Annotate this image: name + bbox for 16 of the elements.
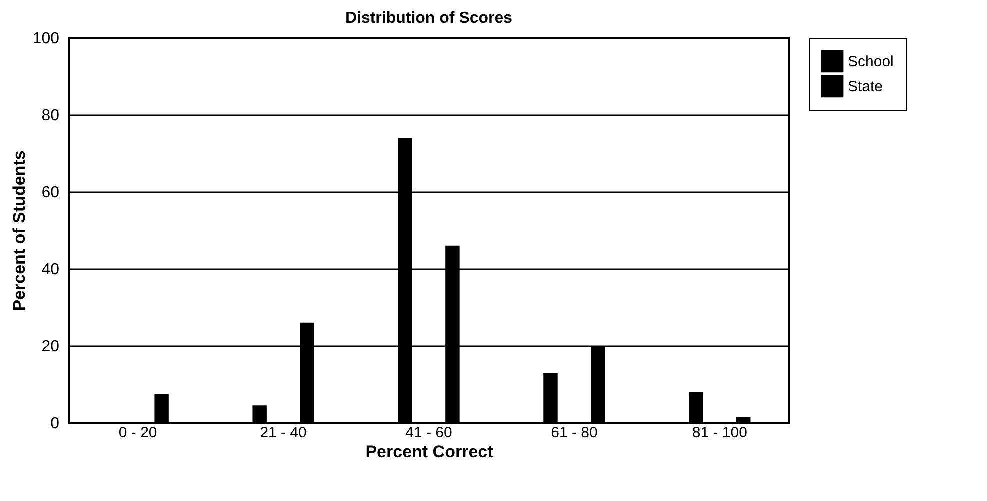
x-axis-title: Percent Correct <box>366 442 494 462</box>
y-axis-title: Percent of Students <box>10 150 29 312</box>
x-tick-label: 41 - 60 <box>406 424 452 442</box>
y-tick-label: 20 <box>42 338 60 356</box>
y-tick-label: 80 <box>42 108 60 124</box>
x-tick-label: 21 - 40 <box>260 424 307 442</box>
y-tick-label: 60 <box>42 184 60 202</box>
legend-label: State <box>848 78 884 96</box>
y-tick-label: 100 <box>32 30 60 48</box>
x-tick-label: 61 - 80 <box>551 424 598 442</box>
chart-title: Distribution of Scores <box>345 10 513 27</box>
legend-label: School <box>848 54 894 70</box>
x-tick-label: 81 - 100 <box>692 424 748 442</box>
y-tick-label: 0 <box>50 416 60 432</box>
y-tick-label: 40 <box>42 262 60 278</box>
x-tick-label: 0 - 20 <box>118 424 158 442</box>
